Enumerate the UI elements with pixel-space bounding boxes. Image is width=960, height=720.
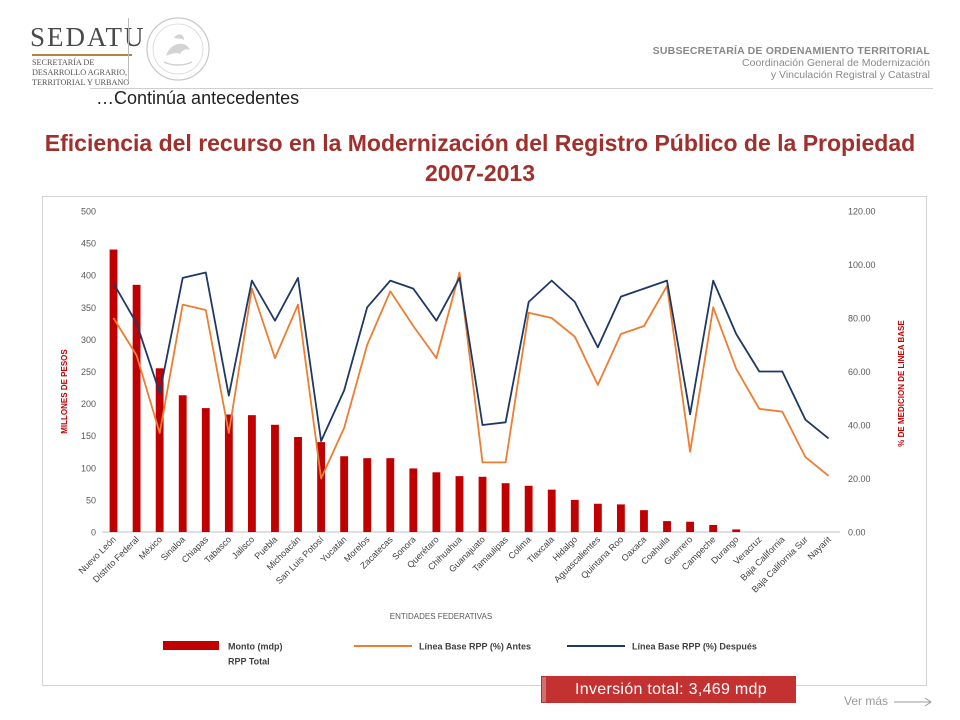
bar [109, 249, 118, 532]
y-tick-label: 200 [81, 399, 96, 409]
chart-frame [42, 196, 927, 686]
bar [501, 483, 510, 532]
y-tick-label: 0 [91, 528, 96, 538]
ver-mas-link[interactable]: Ver más [844, 694, 889, 708]
arrow-right-icon[interactable] [894, 697, 934, 707]
bar [294, 436, 302, 532]
bar [686, 521, 695, 532]
header-rule [90, 88, 933, 89]
y2-tick-label: 60.00 [848, 367, 871, 377]
bar [363, 458, 372, 532]
mexico-seal-icon [146, 17, 210, 81]
header-subsecretaria: SUBSECRETARÍA DE ORDENAMIENTO TERRITORIA… [652, 45, 930, 57]
bar [247, 415, 256, 532]
y-tick-label: 400 [81, 271, 96, 281]
total-investment-label: Inversión total: 3,469 mdp [546, 676, 796, 703]
bar [271, 424, 279, 532]
y-tick-label: 250 [81, 367, 96, 377]
y2-tick-label: 40.00 [848, 421, 871, 431]
bar [132, 284, 141, 532]
x-axis-title: ENTIDADES FEDERATIVAS [390, 612, 492, 621]
bar [640, 510, 648, 532]
bar [224, 414, 233, 532]
category-label: Nayarit [806, 534, 834, 562]
bar [709, 524, 718, 532]
legend-label-despues: Línea Base RPP (%) Después [632, 642, 757, 652]
y-tick-label: 500 [81, 207, 96, 217]
y-tick-label: 450 [81, 239, 96, 249]
sedatu-logo: SEDATU SECRETARÍA DE DESARROLLO AGRARIO,… [22, 18, 212, 87]
bar [593, 503, 602, 532]
y2-tick-label: 100.00 [848, 260, 876, 270]
line-despues [112, 271, 830, 443]
bar [547, 489, 556, 532]
bar [340, 456, 349, 532]
header-divider [128, 18, 129, 82]
bar [524, 485, 533, 532]
logo-underline [32, 54, 132, 56]
logo-subtitle: SECRETARÍA DE DESARROLLO AGRARIO, TERRIT… [32, 58, 130, 87]
y-tick-label: 350 [81, 303, 96, 313]
bar [570, 499, 579, 532]
bar [455, 476, 464, 532]
legend-label-antes: Línea Base RPP (%) Antes [419, 642, 531, 652]
y2-tick-label: 120.00 [848, 207, 876, 217]
y2-tick-label: 0.00 [848, 528, 866, 538]
bar [178, 395, 187, 532]
category-label: Jalisco [230, 534, 257, 561]
bar [478, 476, 487, 532]
bar [409, 468, 418, 532]
bar [201, 408, 210, 532]
bar [732, 529, 741, 532]
logo-text: SEDATU [30, 22, 146, 52]
bar [155, 368, 164, 532]
y-tick-label: 50 [86, 495, 96, 505]
bar [386, 458, 395, 532]
y2-tick-label: 20.00 [848, 474, 871, 484]
subtitle: …Continúa antecedentes [96, 88, 300, 108]
y-tick-label: 100 [81, 463, 96, 473]
bar [432, 472, 441, 532]
header-vinculacion: y Vinculación Registral y Catastral [770, 69, 930, 81]
slide-title: Eficiencia del recurso en la Modernizaci… [44, 130, 916, 186]
legend-label-monto: Monto (mdp) RPP Total [228, 642, 282, 667]
y2-axis-title: % DE MEDICION DE LINEA BASE [897, 320, 906, 447]
bar [663, 521, 671, 532]
header-coordinacion: Coordinación General de Modernización [742, 57, 930, 69]
line-antes [112, 271, 830, 480]
y-tick-label: 150 [81, 431, 96, 441]
y-axis-title: MILLONES DE PESOS [60, 349, 69, 434]
bar [616, 504, 625, 532]
chart: 0 50 100 150 200 250 300 350 400 450 500 0.00 20.00 4… [60, 207, 906, 667]
y-tick-label: 300 [81, 335, 96, 345]
y2-tick-label: 80.00 [848, 314, 871, 324]
header-right: SUBSECRETARÍA DE ORDENAMIENTO TERRITORIA… [653, 45, 930, 81]
bar [317, 442, 326, 532]
legend-swatch-monto [163, 641, 219, 650]
